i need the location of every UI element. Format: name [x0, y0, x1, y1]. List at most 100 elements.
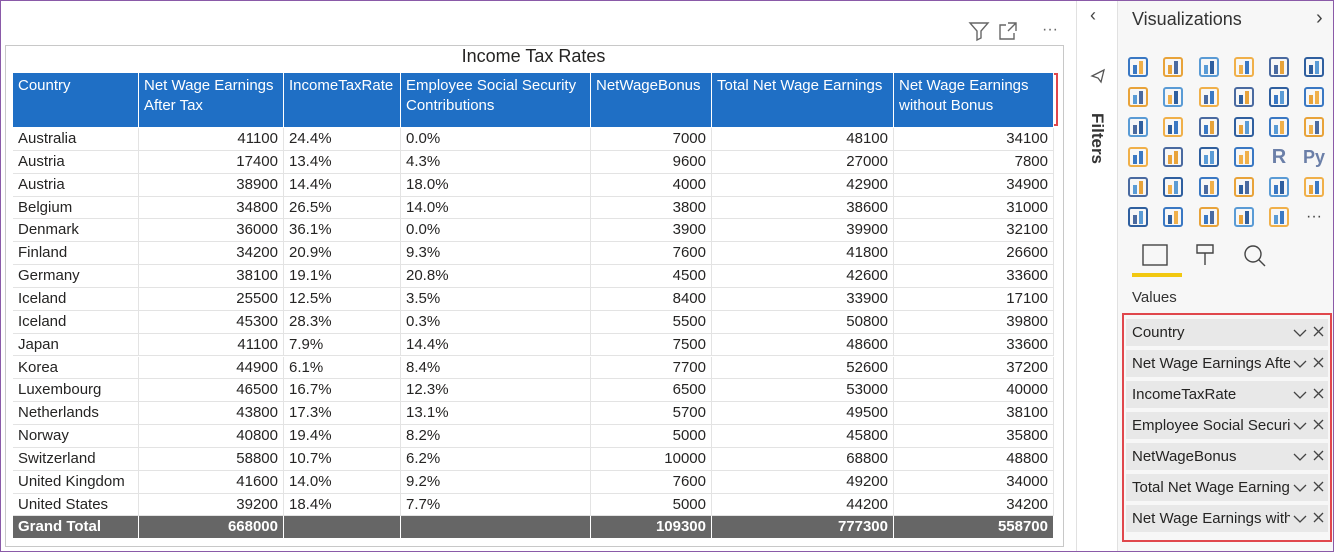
field-well[interactable]: Net Wage Earnings Afte — [1126, 350, 1328, 377]
viz-icon[interactable] — [1163, 147, 1183, 167]
field-controls[interactable] — [1292, 381, 1328, 408]
more-visuals[interactable]: ··· — [1306, 208, 1322, 225]
viz-icon-detail — [1210, 151, 1214, 164]
field-controls[interactable] — [1292, 412, 1328, 439]
field-well[interactable]: NetWageBonus — [1126, 443, 1328, 470]
viz-icon[interactable] — [1199, 87, 1219, 107]
viz-icon[interactable] — [1234, 177, 1254, 197]
expand-pane[interactable]: › — [1316, 7, 1323, 29]
viz-icon[interactable] — [1234, 147, 1254, 167]
viz-icon[interactable] — [1304, 117, 1324, 137]
visual-header-icons[interactable]: ··· — [966, 19, 1061, 43]
table-cell: 7.9% — [284, 333, 401, 357]
table-cell: 18.4% — [284, 493, 401, 517]
table-cell: 52600 — [712, 356, 894, 380]
viz-icon[interactable] — [1269, 207, 1289, 227]
table-cell: Germany — [13, 265, 139, 288]
visual-frame — [5, 45, 1064, 547]
table-cell: 4000 — [591, 173, 712, 197]
field-name: NetWageBonus — [1132, 448, 1237, 465]
viz-icon[interactable] — [1163, 117, 1183, 137]
viz-icon[interactable] — [1234, 207, 1254, 227]
column-header[interactable]: Net Wage Earnings After Tax — [139, 73, 284, 127]
viz-icon[interactable] — [1128, 117, 1148, 137]
table-cell: 40000 — [894, 379, 1054, 403]
viz-icon[interactable] — [1234, 117, 1254, 137]
viz-icon[interactable] — [1304, 57, 1324, 77]
viz-icon[interactable] — [1234, 57, 1254, 77]
more-options[interactable]: ··· — [1042, 21, 1058, 38]
viz-icon[interactable] — [1199, 207, 1219, 227]
table-cell: Australia — [13, 128, 139, 151]
analytics-tab[interactable] — [1244, 245, 1262, 263]
viz-icon-detail — [1133, 185, 1137, 194]
filter-icon[interactable] — [968, 22, 990, 42]
viz-icon[interactable] — [1269, 57, 1289, 77]
column-header[interactable]: Employee Social Security Contributions — [401, 73, 591, 127]
field-controls[interactable] — [1292, 319, 1328, 346]
field-well[interactable]: Total Net Wage Earning — [1126, 474, 1328, 501]
viz-icon-detail — [1274, 125, 1278, 134]
viz-icon[interactable] — [1163, 177, 1183, 197]
viz-icon[interactable] — [1199, 177, 1219, 197]
format-tab[interactable] — [1196, 244, 1214, 265]
viz-icon[interactable] — [1163, 207, 1183, 227]
field-well[interactable]: IncomeTaxRate — [1126, 381, 1328, 408]
viz-icon[interactable] — [1163, 87, 1183, 107]
column-header[interactable]: Total Net Wage Earnings — [712, 73, 894, 127]
viz-icon[interactable] — [1269, 87, 1289, 107]
table-cell: 48600 — [712, 333, 894, 357]
total-cell: 777300 — [712, 516, 894, 538]
viz-icon-detail — [1315, 121, 1319, 134]
viz-icon-detail — [1204, 95, 1208, 104]
viz-icon-detail — [1210, 211, 1214, 224]
field-well[interactable]: Country — [1126, 319, 1328, 346]
viz-icon[interactable] — [1234, 87, 1254, 107]
viz-icon-detail — [1174, 181, 1178, 194]
table-cell: 14.4% — [284, 173, 401, 197]
viz-icon-detail — [1204, 215, 1208, 224]
viz-icon[interactable] — [1128, 87, 1148, 107]
viz-icon[interactable] — [1199, 147, 1219, 167]
field-controls[interactable] — [1292, 474, 1328, 501]
table-cell: 41800 — [712, 242, 894, 266]
table-cell: 49500 — [712, 402, 894, 426]
viz-icon[interactable] — [1128, 57, 1148, 77]
r-visual-icon[interactable]: R — [1272, 146, 1287, 168]
field-well[interactable]: Employee Social Securit — [1126, 412, 1328, 439]
viz-icon[interactable] — [1269, 117, 1289, 137]
viz-icon[interactable] — [1199, 57, 1219, 77]
table-cell: 18.0% — [401, 173, 591, 197]
field-controls[interactable] — [1292, 443, 1328, 470]
viz-icon[interactable] — [1128, 207, 1148, 227]
table-cell: 33900 — [712, 287, 894, 311]
table-cell: 0.0% — [401, 219, 591, 243]
column-header[interactable]: Country — [13, 73, 139, 127]
field-controls[interactable] — [1292, 350, 1328, 377]
fields-tab[interactable] — [1142, 244, 1168, 266]
column-header[interactable]: IncomeTaxRate — [284, 73, 401, 127]
collapse-filters[interactable]: ‹ — [1090, 5, 1096, 25]
viz-icon[interactable] — [1128, 177, 1148, 197]
field-well[interactable]: Net Wage Earnings with — [1126, 505, 1328, 532]
viz-icon-detail — [1204, 155, 1208, 164]
table-cell: 19.1% — [284, 265, 401, 288]
viz-icon[interactable] — [1304, 177, 1324, 197]
column-header[interactable]: NetWageBonus — [591, 73, 712, 127]
viz-icon[interactable] — [1269, 177, 1289, 197]
table-cell: 12.5% — [284, 287, 401, 311]
table-cell: 8400 — [591, 287, 712, 311]
highlight-box — [1122, 313, 1332, 542]
viz-icon[interactable] — [1128, 147, 1148, 167]
viz-icon-detail — [1204, 125, 1208, 134]
table-cell: 34100 — [894, 128, 1054, 151]
filters-label[interactable]: Filters — [1088, 113, 1107, 165]
viz-icon[interactable] — [1304, 87, 1324, 107]
focus-icon[interactable] — [999, 22, 1017, 40]
viz-icon[interactable] — [1163, 57, 1183, 77]
viz-icon[interactable] — [1199, 117, 1219, 137]
field-controls[interactable] — [1292, 505, 1328, 532]
column-header[interactable]: Net Wage Earnings without Bonus — [894, 73, 1054, 127]
viz-icon-detail — [1174, 61, 1178, 74]
python-visual-icon[interactable]: Py — [1303, 147, 1325, 167]
